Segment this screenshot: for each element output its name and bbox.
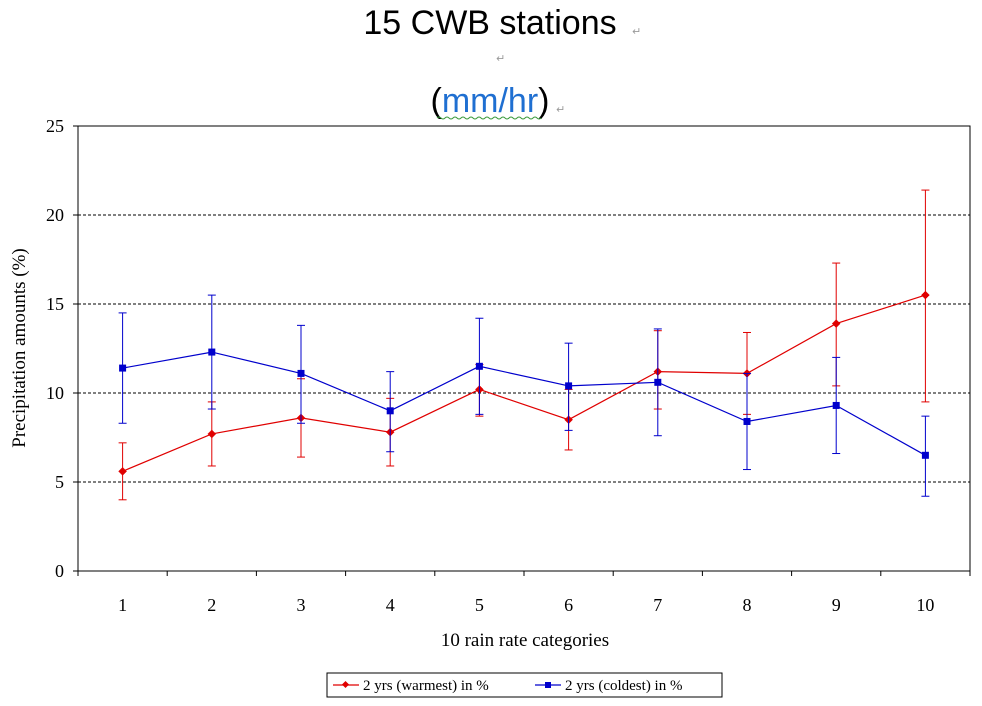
title-edit-mark: ↵ bbox=[556, 104, 565, 116]
data-point-coldest bbox=[208, 348, 216, 356]
series-line-warmest bbox=[122, 294, 926, 472]
subtitle-unit: mm/hr bbox=[442, 82, 538, 120]
y-tick-label: 20 bbox=[46, 205, 64, 225]
title-edit-mark: ↵ bbox=[632, 26, 641, 38]
data-point-coldest bbox=[119, 364, 127, 372]
x-tick-label: 7 bbox=[653, 595, 662, 615]
chart-title: 15 CWB stations bbox=[363, 4, 616, 42]
legend: 2 yrs (warmest) in % 2 yrs (coldest) in … bbox=[326, 672, 723, 698]
data-point-warmest bbox=[207, 429, 217, 439]
data-point-coldest bbox=[654, 378, 662, 386]
legend-label-coldest: 2 yrs (coldest) in % bbox=[565, 678, 682, 694]
y-axis-label: Precipitation amounts (%) bbox=[9, 248, 30, 447]
legend-box bbox=[326, 672, 723, 698]
data-point-coldest bbox=[921, 451, 929, 459]
x-tick-label: 10 bbox=[916, 595, 934, 615]
plot-background bbox=[78, 126, 970, 571]
y-tick-label: 10 bbox=[46, 383, 64, 403]
x-tick-label: 3 bbox=[297, 595, 306, 615]
data-point-coldest bbox=[297, 369, 305, 377]
x-axis-label: 10 rain rate categories bbox=[441, 630, 609, 651]
x-tick-label: 5 bbox=[475, 595, 484, 615]
x-tick-label: 8 bbox=[743, 595, 752, 615]
legend-label-warmest: 2 yrs (warmest) in % bbox=[363, 678, 489, 694]
title-edit-mark: ↵ bbox=[496, 53, 505, 65]
x-tick-label: 4 bbox=[386, 595, 395, 615]
data-point-warmest bbox=[118, 466, 127, 476]
subtitle-open: ( bbox=[431, 82, 443, 120]
x-tick-label: 9 bbox=[832, 595, 841, 615]
data-point-warmest bbox=[921, 290, 930, 300]
y-tick-label: 15 bbox=[46, 294, 64, 314]
x-tick-label: 6 bbox=[564, 595, 573, 615]
data-point-coldest bbox=[832, 401, 840, 409]
subtitle-close: ) bbox=[538, 82, 549, 120]
plot-area: 0 5 10 15 20 25 1 2 3 4 5 6 7 8 9 10 bbox=[46, 116, 971, 615]
x-tick-label: 1 bbox=[118, 595, 127, 615]
data-point-coldest bbox=[743, 417, 751, 425]
data-point-coldest bbox=[475, 362, 483, 370]
legend-marker-coldest bbox=[545, 682, 551, 688]
chart-subtitle: (mm/hr) bbox=[431, 82, 550, 120]
data-point-coldest bbox=[386, 407, 394, 415]
y-tick-label: 0 bbox=[55, 561, 64, 581]
data-point-warmest bbox=[831, 319, 841, 328]
data-point-coldest bbox=[565, 382, 573, 390]
y-tick-label: 25 bbox=[46, 116, 64, 136]
spellcheck-underline bbox=[436, 116, 542, 120]
x-tick-label: 2 bbox=[207, 595, 216, 615]
legend-marker-warmest bbox=[341, 680, 350, 689]
y-tick-label: 5 bbox=[55, 472, 64, 492]
series-line-coldest bbox=[122, 351, 926, 456]
